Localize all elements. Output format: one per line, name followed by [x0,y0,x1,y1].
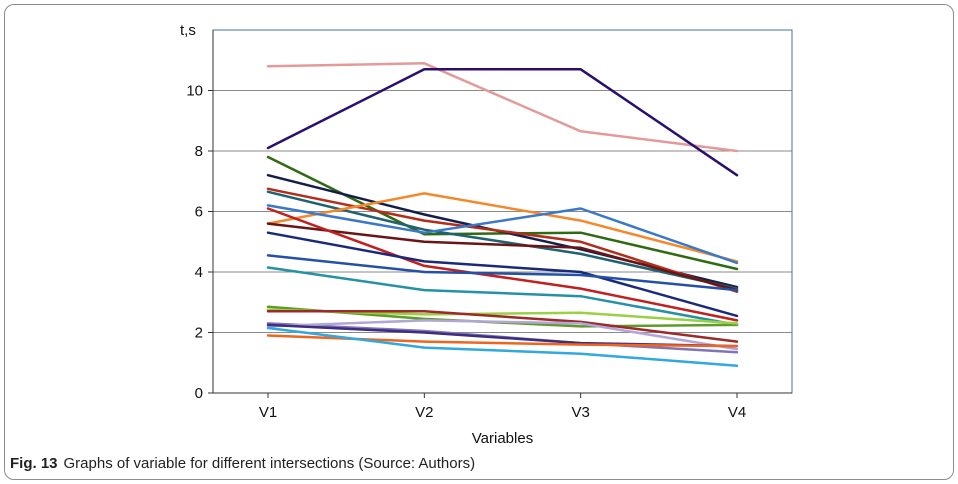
series-line-12 [266,254,739,292]
series-lines [266,62,739,368]
series-line-2 [266,68,739,177]
series-line-7 [266,192,739,263]
series-line-16 [266,310,739,343]
series-line-11 [266,231,739,318]
y-tick-label: 10 [186,83,203,100]
y-tick-label: 4 [195,264,203,281]
series-line-13 [266,266,739,327]
figure-caption: Fig. 13 Graphs of variable for different … [10,455,475,472]
series-line-5 [266,187,739,293]
y-axis-title: t,s [180,22,196,39]
y-tick-label: 6 [195,204,203,221]
x-tick-label: V3 [571,404,589,421]
grid-lines [213,90,792,333]
x-tick-label: V4 [728,404,746,421]
series-line-8 [266,204,739,265]
series-line-10 [266,207,739,322]
x-axis-title: Variables [472,430,533,447]
figure-frame [4,4,954,480]
series-line-9 [266,222,739,292]
y-tick-label: 2 [195,325,203,342]
axes: 0 2 4 6 8 10 V1 V2 V3 V4 [186,30,792,421]
series-line-18 [266,319,739,351]
series-line-1 [266,62,739,153]
series-line-3 [266,155,739,271]
y-tick-label: 8 [195,143,203,160]
series-line-6 [266,190,739,290]
caption-text: Graphs of variable for different interse… [63,455,476,472]
y-tick-label: 0 [195,385,203,402]
figure-number: Fig. 13 [10,455,58,472]
x-tick-label: V1 [259,404,277,421]
x-tick-label: V2 [415,404,433,421]
series-line-21 [266,326,739,368]
